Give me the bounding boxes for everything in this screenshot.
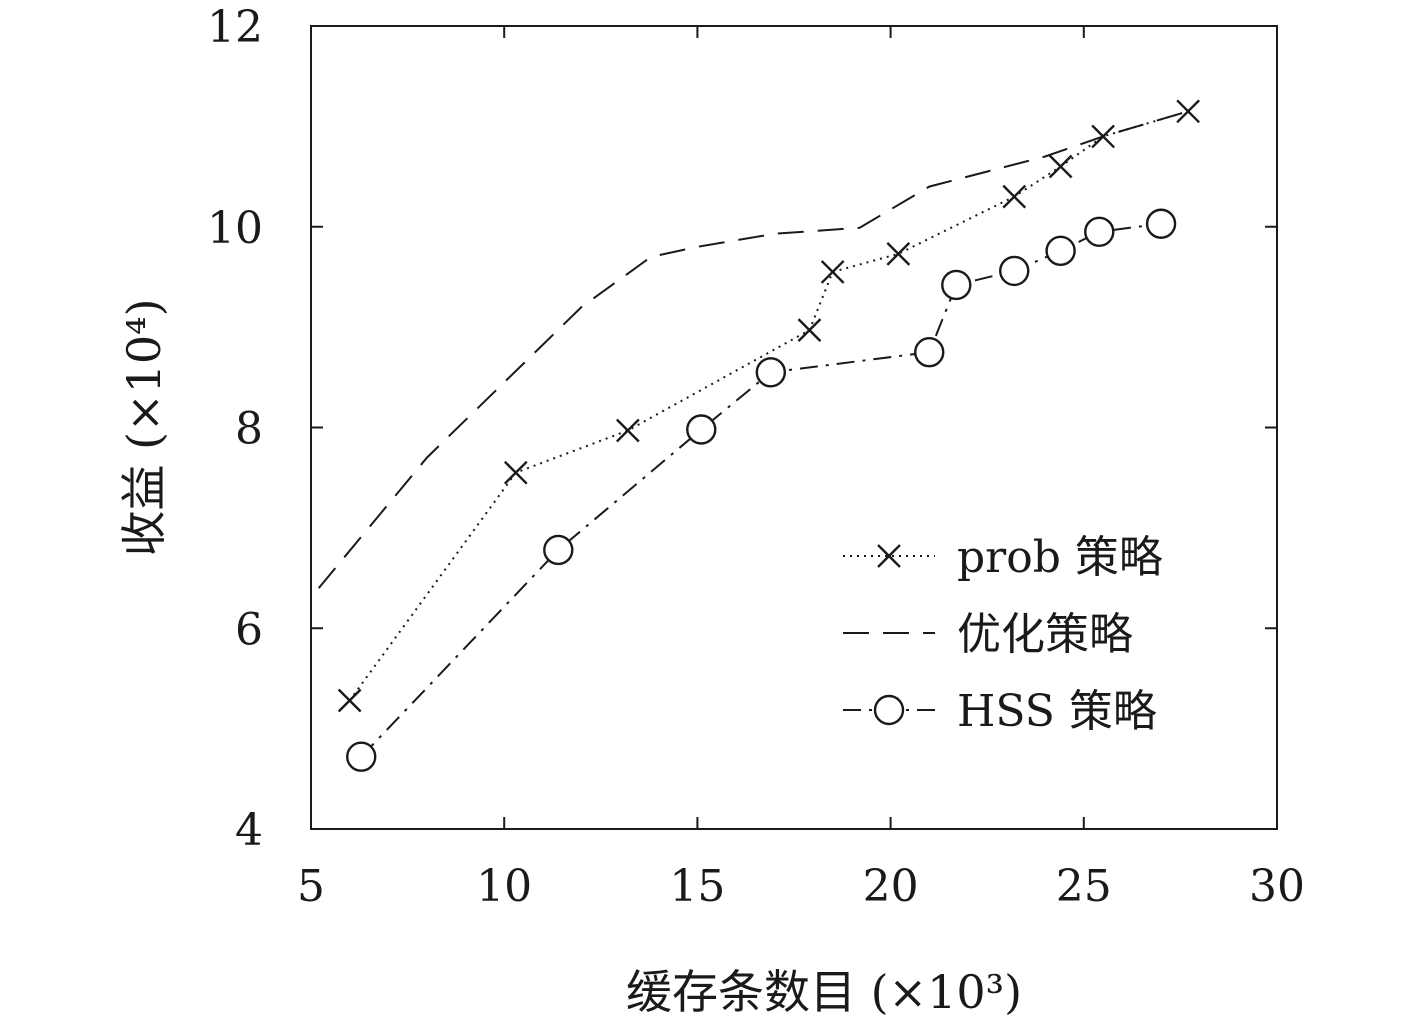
data-point bbox=[543, 534, 574, 566]
series-3 bbox=[346, 208, 1177, 772]
x-tick-label: 30 bbox=[1249, 861, 1305, 912]
y-tick-label: 12 bbox=[207, 2, 263, 53]
data-point bbox=[755, 357, 787, 388]
legend-marker bbox=[877, 544, 901, 568]
data-point bbox=[797, 318, 822, 342]
y-axis-title: 收益 (×10⁴) bbox=[117, 298, 171, 556]
legend-label: prob 策略 bbox=[957, 532, 1163, 583]
series-layer bbox=[317, 99, 1200, 772]
legend-label: HSS 策略 bbox=[957, 686, 1157, 737]
legend-item: 优化策略 bbox=[843, 609, 1133, 660]
y-tick-label: 8 bbox=[235, 404, 263, 455]
data-point bbox=[346, 741, 377, 772]
y-tick-label: 6 bbox=[235, 604, 263, 655]
y-tick-label: 4 bbox=[235, 805, 263, 856]
data-point bbox=[999, 255, 1030, 287]
legend-item: prob 策略 bbox=[843, 532, 1163, 583]
x-tick-label: 10 bbox=[476, 861, 532, 912]
data-point bbox=[1176, 99, 1200, 124]
data-point bbox=[337, 688, 362, 713]
data-point bbox=[1045, 235, 1076, 267]
x-tick-label: 25 bbox=[1056, 861, 1112, 912]
data-point bbox=[1145, 208, 1177, 239]
data-point bbox=[886, 242, 911, 266]
data-point bbox=[1048, 154, 1073, 179]
data-point bbox=[1084, 216, 1115, 247]
data-point bbox=[1002, 184, 1027, 209]
data-point bbox=[686, 414, 717, 445]
series-line bbox=[360, 222, 1162, 758]
data-point bbox=[503, 460, 528, 485]
x-axis-title: 缓存条数目 (×10³) bbox=[626, 965, 1022, 1019]
data-point bbox=[941, 269, 972, 301]
y-tick-label: 10 bbox=[207, 203, 263, 254]
x-tick-label: 15 bbox=[669, 861, 725, 912]
legend-item: HSS 策略 bbox=[843, 686, 1157, 737]
axis-ticks: 5 10 15 20 25 30 4 6 8 10 12 bbox=[207, 2, 1305, 912]
x-tick-label: 5 bbox=[297, 861, 325, 912]
legend-label: 优化策略 bbox=[957, 609, 1133, 660]
series-line bbox=[317, 110, 1189, 589]
data-point bbox=[820, 260, 845, 284]
series-2 bbox=[317, 110, 1189, 589]
data-point bbox=[615, 418, 640, 443]
data-point bbox=[914, 337, 945, 368]
legend-marker bbox=[873, 694, 905, 726]
x-tick-label: 20 bbox=[863, 861, 919, 912]
